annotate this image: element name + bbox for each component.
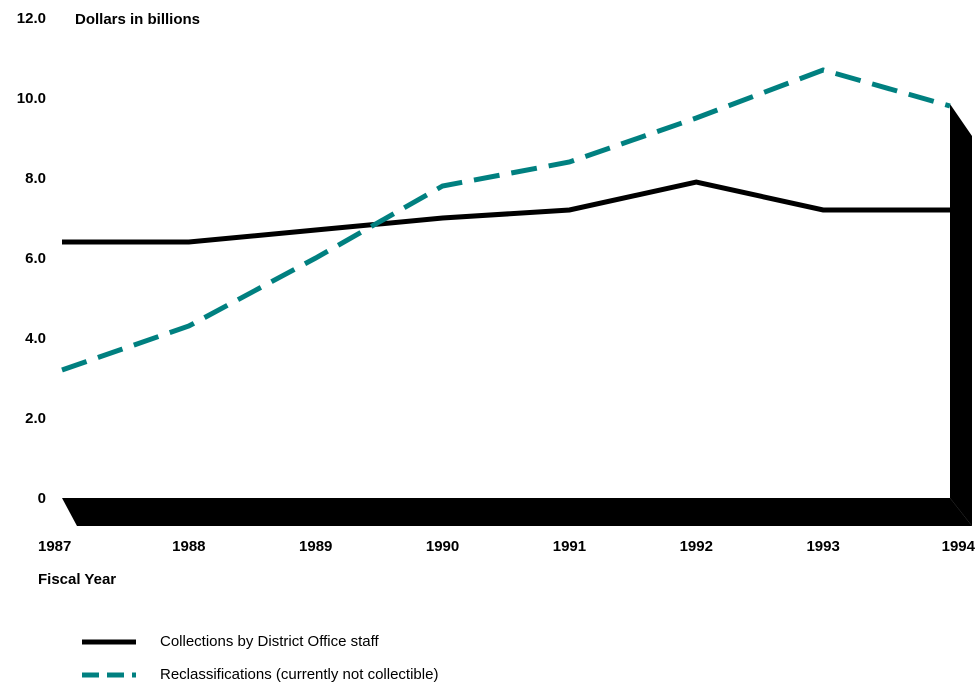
x-tick-label: 1993: [806, 538, 839, 555]
x-tick-label: 1992: [680, 538, 713, 555]
x-tick-label: 1988: [172, 538, 205, 555]
series-line-collections: [62, 179, 950, 245]
x-tick-label: 1990: [426, 538, 459, 555]
legend-item-collections: Collections by District Office staff: [80, 625, 438, 658]
x-axis-title: Fiscal Year: [38, 571, 117, 588]
y-axis-ticks: 0 2.0 4.0 6.0 8.0 10.0 12.0: [17, 10, 46, 507]
series-line-reclassifications: [61, 67, 951, 373]
y-axis-label: Dollars in billions: [75, 11, 200, 28]
chart-wall-3d: [950, 104, 972, 526]
series-lines: [61, 67, 951, 373]
legend-item-reclassifications: Reclassifications (currently not collect…: [80, 658, 438, 691]
y-tick-label: 6.0: [25, 250, 46, 267]
wall-shape: [950, 104, 972, 526]
x-axis-ticks: 1987 1988 1989 1990 1991 1992 1993 1994: [38, 538, 976, 555]
y-tick-label: 8.0: [25, 170, 46, 187]
legend-swatch-dashed: [82, 672, 136, 677]
x-tick-label: 1989: [299, 538, 332, 555]
legend: Collections by District Office staff Rec…: [80, 625, 438, 691]
y-tick-label: 12.0: [17, 10, 46, 27]
chart-floor-3d: [62, 498, 972, 526]
legend-label: Collections by District Office staff: [160, 633, 379, 650]
y-tick-label: 10.0: [17, 90, 46, 107]
legend-label: Reclassifications (currently not collect…: [160, 666, 439, 683]
y-tick-label: 4.0: [25, 330, 46, 347]
y-tick-label: 2.0: [25, 410, 46, 427]
y-tick-label: 0: [38, 490, 46, 507]
x-tick-label: 1994: [942, 538, 976, 555]
floor-shape: [62, 498, 972, 526]
x-tick-label: 1991: [553, 538, 586, 555]
x-tick-label: 1987: [38, 538, 71, 555]
legend-swatch-solid: [82, 639, 136, 644]
